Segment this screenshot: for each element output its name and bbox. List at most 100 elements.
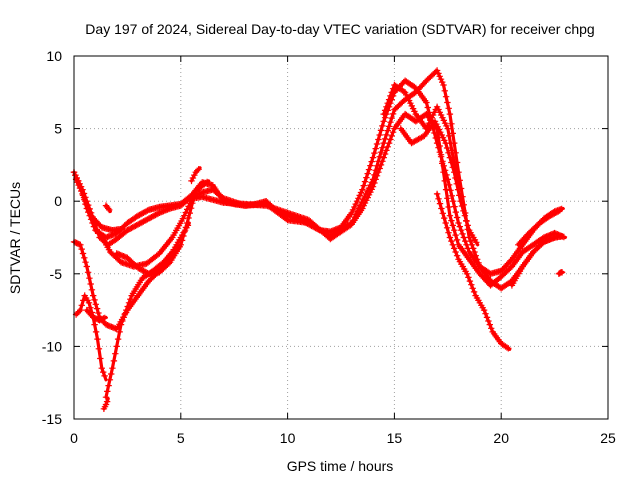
series-line (74, 294, 108, 382)
data-point-plus (202, 179, 209, 187)
data-point-plus (379, 122, 386, 130)
data-point-plus (368, 158, 375, 165)
data-point-plus (445, 149, 452, 156)
series-track-n (397, 118, 480, 247)
data-point-plus (92, 301, 99, 308)
data-point-plus (438, 205, 445, 212)
data-point-plus (442, 186, 450, 193)
data-point-plus (442, 139, 449, 147)
data-point-plus (472, 252, 479, 259)
series-track-q (515, 207, 563, 248)
data-point-plus (452, 208, 459, 216)
series-track-j (100, 397, 111, 412)
data-point-plus (380, 110, 387, 118)
data-point-plus (363, 174, 370, 181)
data-point-plus (79, 250, 87, 257)
data-point-plus (81, 254, 88, 261)
data-point-plus (78, 187, 85, 195)
data-point-plus (448, 217, 455, 224)
data-point-plus (188, 197, 195, 204)
data-point-plus (106, 206, 113, 214)
data-point-plus (283, 215, 290, 223)
data-point-plus (388, 132, 395, 140)
y-tick-label: -5 (50, 266, 63, 282)
data-point-plus (86, 208, 93, 216)
data-point-plus (195, 166, 202, 173)
data-point-plus (384, 127, 391, 134)
data-point-plus (103, 398, 111, 405)
data-point-plus (371, 179, 378, 187)
data-point-plus (444, 195, 451, 202)
data-point-plus (117, 321, 125, 328)
x-tick-label: 10 (280, 430, 296, 446)
data-point-plus (445, 132, 453, 140)
data-point-plus (440, 117, 447, 124)
data-point-plus (78, 245, 85, 253)
data-point-plus (74, 309, 81, 317)
data-point-plus (449, 130, 456, 137)
data-point-plus (105, 382, 112, 389)
data-point-plus (98, 365, 105, 372)
data-point-plus (92, 328, 100, 336)
x-tick-label: 25 (600, 430, 616, 446)
data-point-plus (558, 269, 566, 276)
data-point-plus (101, 372, 108, 380)
data-point-plus (503, 344, 511, 351)
data-point-plus (360, 182, 367, 189)
series-track-b (70, 67, 565, 292)
data-point-plus (76, 184, 84, 192)
series-track-k (102, 202, 113, 214)
data-point-plus (451, 227, 458, 234)
data-point-plus (441, 214, 448, 222)
data-point-plus (445, 105, 452, 112)
data-point-plus (445, 229, 452, 236)
data-point-plus (192, 169, 199, 176)
data-point-plus (108, 370, 115, 378)
data-point-plus (436, 142, 443, 150)
data-point-plus (93, 226, 100, 233)
data-point-plus (191, 190, 198, 198)
data-point-plus (154, 251, 162, 258)
data-point-plus (377, 149, 385, 156)
series-track-i (83, 306, 108, 324)
data-point-plus (189, 174, 197, 182)
data-point-plus (384, 143, 391, 150)
data-point-plus (454, 186, 462, 193)
data-point-plus (437, 76, 445, 83)
data-point-plus (466, 277, 474, 285)
data-point-plus (381, 114, 389, 121)
data-point-plus (486, 321, 493, 328)
data-point-plus (445, 203, 452, 211)
data-point-plus (371, 149, 378, 157)
data-point-plus (124, 303, 131, 310)
data-point-plus (367, 162, 374, 169)
data-point-plus (446, 212, 454, 219)
data-point-plus (110, 357, 118, 365)
data-point-plus (452, 231, 459, 239)
data-point-plus (463, 270, 471, 277)
data-point-plus (444, 99, 451, 106)
series-track-f (113, 243, 183, 277)
data-point-plus (449, 198, 457, 205)
data-point-plus (463, 217, 470, 224)
x-tick-label: 5 (177, 430, 185, 446)
data-point-plus (116, 328, 123, 336)
data-point-plus (442, 219, 449, 227)
data-point-plus (380, 118, 387, 125)
data-point-plus (186, 200, 194, 207)
data-point-plus (446, 234, 454, 241)
data-point-plus (85, 205, 92, 212)
data-point-plus (77, 241, 84, 248)
data-point-plus (384, 100, 391, 107)
data-point-plus (109, 365, 116, 372)
data-point-plus (90, 292, 97, 299)
data-point-plus (385, 139, 393, 147)
data-point-plus (75, 308, 83, 315)
x-tick-label: 15 (387, 430, 403, 446)
data-point-plus (376, 165, 383, 172)
data-point-plus (448, 120, 455, 127)
data-point-plus (379, 144, 386, 151)
data-point-plus (93, 305, 101, 312)
data-point-plus (446, 154, 454, 161)
data-point-plus (470, 245, 477, 252)
